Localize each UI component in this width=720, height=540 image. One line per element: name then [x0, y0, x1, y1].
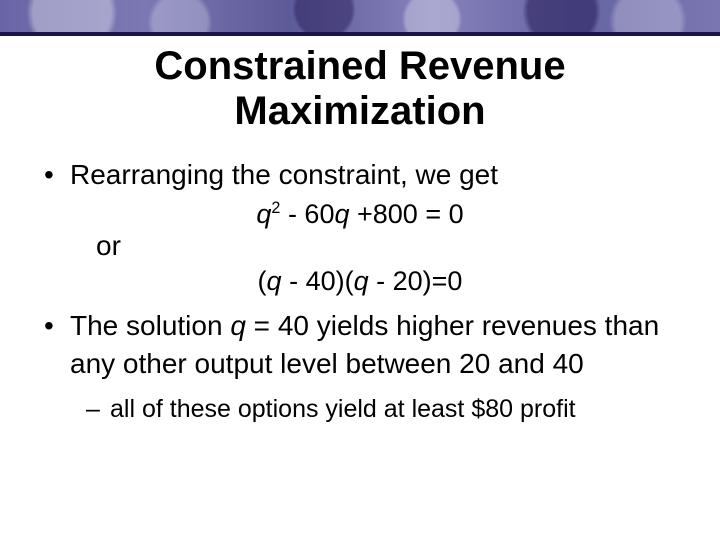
eq2-v2: q — [354, 266, 369, 296]
eq1-var-q: q — [256, 199, 271, 229]
slide-title: Constrained Revenue Maximization — [44, 44, 676, 134]
bullet-2-var: q — [230, 310, 246, 341]
sub-bullet-1: all of these options yield at least $80 … — [44, 393, 676, 427]
equation-1: q2 - 60q +800 = 0 — [44, 199, 676, 230]
bullet-1: Rearranging the constraint, we get — [44, 156, 676, 194]
bullet-list: Rearranging the constraint, we get q2 - … — [44, 156, 676, 427]
eq2-p3: - 20)=0 — [369, 266, 463, 296]
eq1-suffix: +800 = 0 — [350, 199, 464, 229]
title-line-1: Constrained Revenue — [154, 44, 565, 88]
decorative-banner — [0, 0, 720, 36]
slide-content: Constrained Revenue Maximization Rearran… — [0, 36, 720, 427]
bullet-2: The solution q = 40 yields higher revenu… — [44, 307, 676, 383]
eq2-v1: q — [267, 266, 282, 296]
sub-bullet-1-text: all of these options yield at least $80 … — [110, 395, 576, 423]
bullet-1-text: Rearranging the constraint, we get — [70, 159, 498, 190]
bullet-2a: The solution — [70, 310, 230, 341]
equation-2: (q - 40)(q - 20)=0 — [44, 266, 676, 297]
eq2-p2: - 40)( — [282, 266, 354, 296]
title-line-2: Maximization — [234, 89, 485, 133]
or-label: or — [44, 230, 676, 262]
eq2-p1: ( — [258, 266, 267, 296]
eq1-mid: - 60 — [280, 199, 334, 229]
eq1-var-q2: q — [334, 199, 349, 229]
